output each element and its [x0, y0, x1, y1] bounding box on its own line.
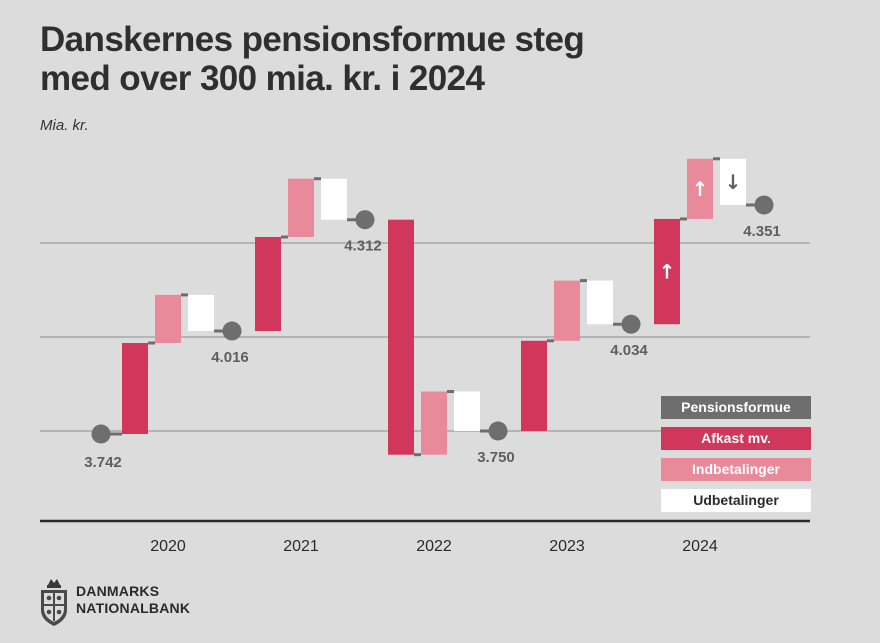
end-value-label-2024: 4.351: [743, 223, 781, 240]
arrow-udbetalinger-2024: ↓: [725, 170, 742, 194]
end-value-label-2022: 3.750: [477, 449, 515, 466]
logo-line1: DANMARKS: [76, 583, 160, 599]
bar-udbetalinger-2021: [321, 178, 347, 220]
end-value-label-2023: 4.034: [610, 342, 648, 359]
danmarks-nationalbank-logo: DANMARKS NATIONALBANK: [38, 576, 238, 628]
point-end-2021: [355, 210, 375, 230]
bar-indbetalinger-2020: [155, 294, 181, 344]
start-value-label: 3.742: [84, 454, 122, 471]
bar-indbetalinger-2022: [421, 391, 447, 455]
x-tick-2021: 2021: [283, 538, 319, 555]
x-tick-2024: 2024: [682, 538, 718, 555]
bar-afkast-2024: [654, 218, 680, 325]
bar-udbetalinger-2024: [720, 158, 746, 206]
bar-afkast-2023: [521, 340, 547, 431]
bar-indbetalinger-2024: [687, 158, 713, 219]
arrow-indbetalinger-2024: ↑: [692, 177, 709, 201]
logo-text: DANMARKS NATIONALBANK: [76, 583, 190, 617]
legend: Pensionsformue Afkast mv. Indbetalinger …: [661, 396, 811, 520]
end-value-label-2021: 4.312: [344, 238, 382, 255]
y-unit-label: Mia. kr.: [40, 117, 89, 134]
bar-udbetalinger-2023: [587, 280, 613, 325]
bar-indbetalinger-2023: [554, 280, 580, 341]
bar-udbetalinger-2022: [454, 391, 480, 431]
point-end-2022: [488, 421, 508, 441]
legend-afkast: Afkast mv.: [661, 427, 811, 450]
bar-afkast-2021: [255, 236, 281, 331]
bar-afkast-2020: [122, 343, 148, 435]
legend-pensionsformue: Pensionsformue: [661, 396, 811, 419]
bar-indbetalinger-2021: [288, 178, 314, 237]
crest-icon: [41, 579, 67, 626]
chart-title: Danskernes pensionsformue steg med over …: [40, 20, 740, 98]
bar-afkast-2022: [388, 219, 414, 455]
logo-line2: NATIONALBANK: [76, 600, 191, 616]
arrow-afkast-2024: ↑: [659, 260, 676, 284]
point-end-2024: [754, 195, 774, 215]
start-point: [91, 424, 111, 444]
bar-udbetalinger-2020: [188, 294, 214, 331]
x-tick-2020: 2020: [150, 538, 186, 555]
x-tick-2023: 2023: [549, 538, 585, 555]
chart-title-line1: Danskernes pensionsformue steg: [40, 20, 585, 59]
legend-indbetalinger: Indbetalinger: [661, 458, 811, 481]
x-tick-2022: 2022: [416, 538, 452, 555]
end-value-label-2020: 4.016: [211, 349, 249, 366]
point-end-2020: [222, 321, 242, 341]
point-end-2023: [621, 314, 641, 334]
legend-udbetalinger: Udbetalinger: [661, 489, 811, 512]
chart-title-line2: med over 300 mia. kr. i 2024: [40, 59, 485, 98]
